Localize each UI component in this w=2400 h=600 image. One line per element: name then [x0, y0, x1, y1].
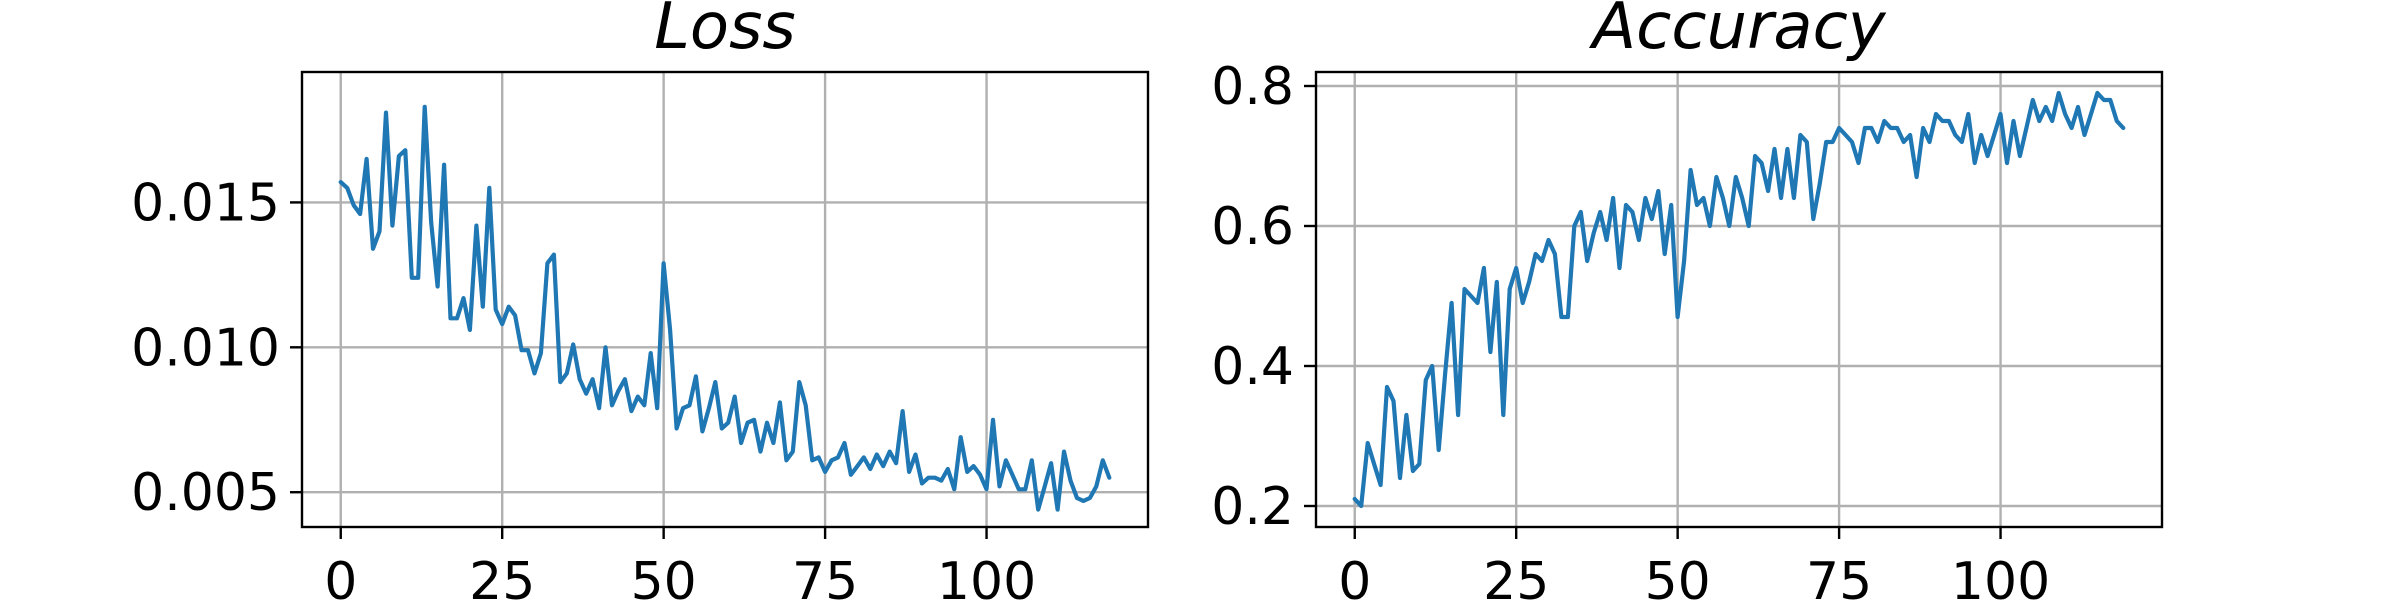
- accuracy-y-tick-label: 0.6: [1211, 197, 1294, 257]
- accuracy-x-tick-label: 75: [1806, 552, 1872, 600]
- accuracy-chart: 0 25 50 75 100 0.2 0.4 0.6 0.8 Accuracy: [1211, 0, 2164, 600]
- accuracy-x-tick-label: 50: [1645, 552, 1711, 600]
- loss-chart: 0 25 50 75 100 0.005 0.010 0.015 Loss: [131, 0, 1150, 600]
- loss-y-tick-label: 0.015: [131, 173, 280, 233]
- loss-x-tick-label: 0: [324, 552, 357, 600]
- accuracy-y-tick-label: 0.8: [1211, 57, 1294, 117]
- loss-x-tick-label: 50: [631, 552, 697, 600]
- accuracy-x-tick-label: 0: [1338, 552, 1371, 600]
- loss-axes-frame: [300, 70, 1150, 529]
- accuracy-chart-title: Accuracy: [1588, 0, 1886, 64]
- accuracy-y-tick-label: 0.4: [1211, 337, 1294, 397]
- accuracy-x-tick-label: 25: [1483, 552, 1549, 600]
- loss-series-line: [338, 104, 1112, 512]
- accuracy-y-tick-label: 0.2: [1211, 477, 1294, 537]
- accuracy-x-tick-label: 100: [1951, 552, 2050, 600]
- loss-y-tick-label: 0.010: [131, 318, 280, 378]
- loss-y-tick-label: 0.005: [131, 463, 280, 523]
- loss-chart-title: Loss: [654, 0, 796, 64]
- loss-x-tick-label: 100: [937, 552, 1036, 600]
- accuracy-series-line: [1352, 90, 2126, 509]
- accuracy-axes-frame: [1314, 70, 2164, 529]
- loss-x-tick-label: 25: [469, 552, 535, 600]
- loss-x-tick-label: 75: [792, 552, 858, 600]
